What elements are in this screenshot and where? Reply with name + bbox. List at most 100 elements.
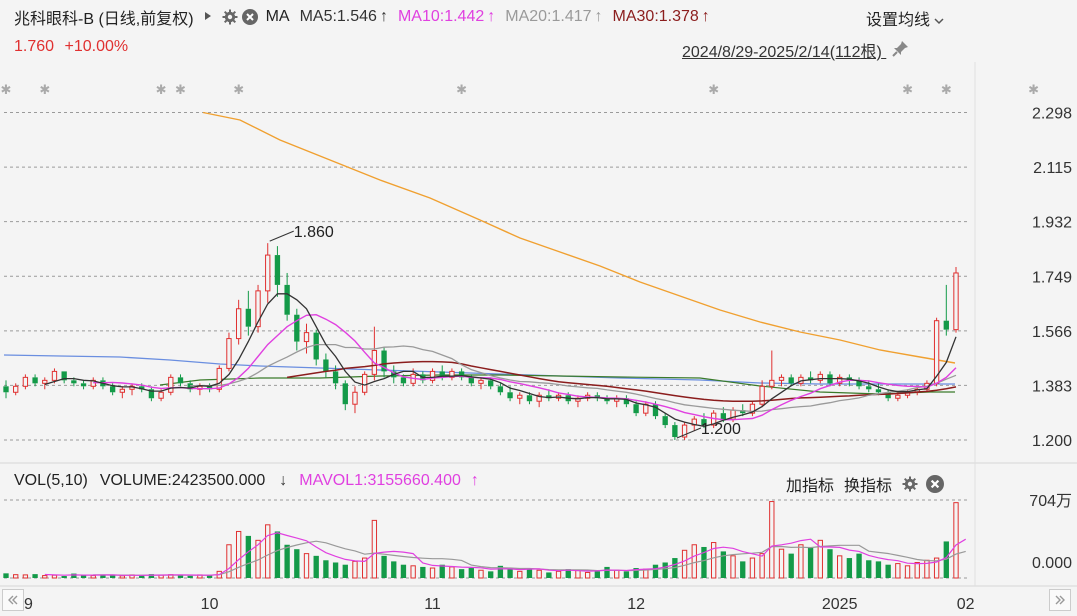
candle[interactable] bbox=[323, 353, 329, 378]
volume-header: VOL(5,10) VOLUME:2423500.000 ↓ MAVOL1:31… bbox=[14, 472, 479, 490]
candle[interactable] bbox=[672, 422, 678, 440]
candle[interactable] bbox=[61, 371, 67, 384]
double-left-icon[interactable] bbox=[2, 589, 24, 611]
candle[interactable] bbox=[429, 368, 436, 384]
candle[interactable] bbox=[478, 377, 484, 390]
candle[interactable] bbox=[371, 326, 378, 381]
candle[interactable] bbox=[623, 395, 630, 408]
candle[interactable] bbox=[235, 299, 242, 345]
candle[interactable] bbox=[303, 323, 310, 354]
candle[interactable] bbox=[381, 347, 387, 378]
candle[interactable] bbox=[662, 413, 668, 429]
event-marker[interactable]: ✱ bbox=[175, 82, 186, 97]
candle[interactable] bbox=[778, 374, 785, 387]
candle[interactable] bbox=[866, 380, 872, 393]
ma-settings-button[interactable]: 设置均线 bbox=[866, 6, 944, 30]
candle[interactable] bbox=[206, 383, 213, 393]
event-marker[interactable]: ✱ bbox=[941, 82, 952, 97]
candle[interactable] bbox=[284, 272, 290, 321]
stock-name[interactable]: 兆科眼科-B (日线,前复权) bbox=[14, 11, 194, 28]
volume-bar bbox=[468, 568, 474, 578]
volume-bar bbox=[526, 568, 533, 578]
volume-bar bbox=[313, 555, 319, 578]
candle[interactable] bbox=[449, 368, 455, 381]
event-marker[interactable]: ✱ bbox=[1, 82, 12, 97]
candle[interactable] bbox=[177, 374, 184, 387]
add-indicator-button[interactable]: 加指标 bbox=[786, 478, 835, 495]
close-icon[interactable] bbox=[241, 9, 258, 25]
event-marker[interactable]: ✱ bbox=[902, 82, 913, 97]
candle[interactable] bbox=[13, 383, 19, 396]
candle[interactable] bbox=[32, 374, 38, 387]
candle[interactable] bbox=[352, 386, 358, 414]
gear-icon[interactable] bbox=[902, 476, 918, 492]
candle[interactable] bbox=[536, 392, 542, 408]
candle[interactable] bbox=[681, 422, 688, 440]
volume-bar bbox=[245, 535, 252, 578]
candle[interactable] bbox=[245, 290, 252, 336]
candle[interactable] bbox=[749, 401, 756, 417]
candle[interactable] bbox=[294, 308, 300, 351]
candle[interactable] bbox=[226, 332, 232, 372]
event-marker[interactable]: ✱ bbox=[456, 82, 467, 97]
switch-indicator-button[interactable]: 换指标 bbox=[844, 478, 893, 495]
candle[interactable] bbox=[807, 371, 814, 384]
event-marker[interactable]: ✱ bbox=[1028, 82, 1039, 97]
candle[interactable] bbox=[80, 380, 87, 390]
candle[interactable] bbox=[817, 371, 823, 384]
volume-bar bbox=[730, 555, 736, 579]
candle[interactable] bbox=[769, 350, 775, 390]
x-axis-label: 12 bbox=[627, 596, 645, 613]
candle[interactable] bbox=[3, 380, 9, 399]
candle[interactable] bbox=[643, 401, 649, 417]
ma30-arrow: ↑ bbox=[701, 8, 710, 25]
candle[interactable] bbox=[119, 386, 125, 399]
candle[interactable] bbox=[604, 395, 610, 405]
candle[interactable] bbox=[148, 386, 155, 402]
candle[interactable] bbox=[575, 395, 581, 408]
candle[interactable] bbox=[497, 383, 504, 396]
gear-icon[interactable] bbox=[222, 9, 238, 25]
candle[interactable] bbox=[953, 267, 959, 333]
candle[interactable] bbox=[614, 395, 620, 408]
date-range[interactable]: 2024/8/29-2025/2/14(112根) bbox=[682, 38, 910, 62]
candle[interactable] bbox=[458, 368, 465, 381]
candle[interactable] bbox=[759, 380, 765, 408]
event-marker[interactable]: ✱ bbox=[708, 82, 719, 97]
candle[interactable] bbox=[943, 284, 949, 336]
candle[interactable] bbox=[168, 374, 174, 396]
candle-body bbox=[895, 394, 901, 399]
candle[interactable] bbox=[216, 365, 222, 393]
triangle-right-icon[interactable] bbox=[204, 8, 212, 26]
event-marker[interactable]: ✱ bbox=[156, 82, 167, 97]
candle[interactable] bbox=[265, 243, 271, 303]
indicator-controls: 加指标 换指标 bbox=[786, 472, 945, 496]
pin-icon[interactable] bbox=[892, 39, 910, 62]
volume-bar bbox=[594, 571, 600, 578]
candle[interactable] bbox=[885, 389, 891, 402]
double-right-icon[interactable] bbox=[1049, 589, 1071, 611]
volume-bar bbox=[720, 551, 727, 578]
vol-label[interactable]: VOL(5,10) bbox=[14, 472, 88, 489]
candle[interactable] bbox=[362, 371, 368, 396]
candle[interactable] bbox=[856, 377, 862, 390]
candle[interactable] bbox=[42, 377, 48, 390]
candle[interactable] bbox=[274, 246, 281, 297]
volume-bar bbox=[400, 564, 407, 578]
candle-body bbox=[274, 255, 281, 285]
candle[interactable] bbox=[837, 374, 843, 387]
candle[interactable] bbox=[187, 380, 193, 393]
candle[interactable] bbox=[158, 389, 164, 402]
candle[interactable] bbox=[507, 386, 513, 402]
event-marker[interactable]: ✱ bbox=[233, 82, 244, 97]
volume-bar bbox=[856, 553, 862, 578]
candle[interactable] bbox=[22, 374, 29, 390]
close-icon[interactable] bbox=[926, 475, 945, 493]
candle[interactable] bbox=[342, 380, 348, 411]
candle[interactable] bbox=[255, 284, 261, 333]
candle[interactable] bbox=[517, 392, 523, 405]
candle[interactable] bbox=[313, 329, 319, 366]
volume-bar bbox=[875, 561, 882, 578]
event-marker[interactable]: ✱ bbox=[39, 82, 50, 97]
